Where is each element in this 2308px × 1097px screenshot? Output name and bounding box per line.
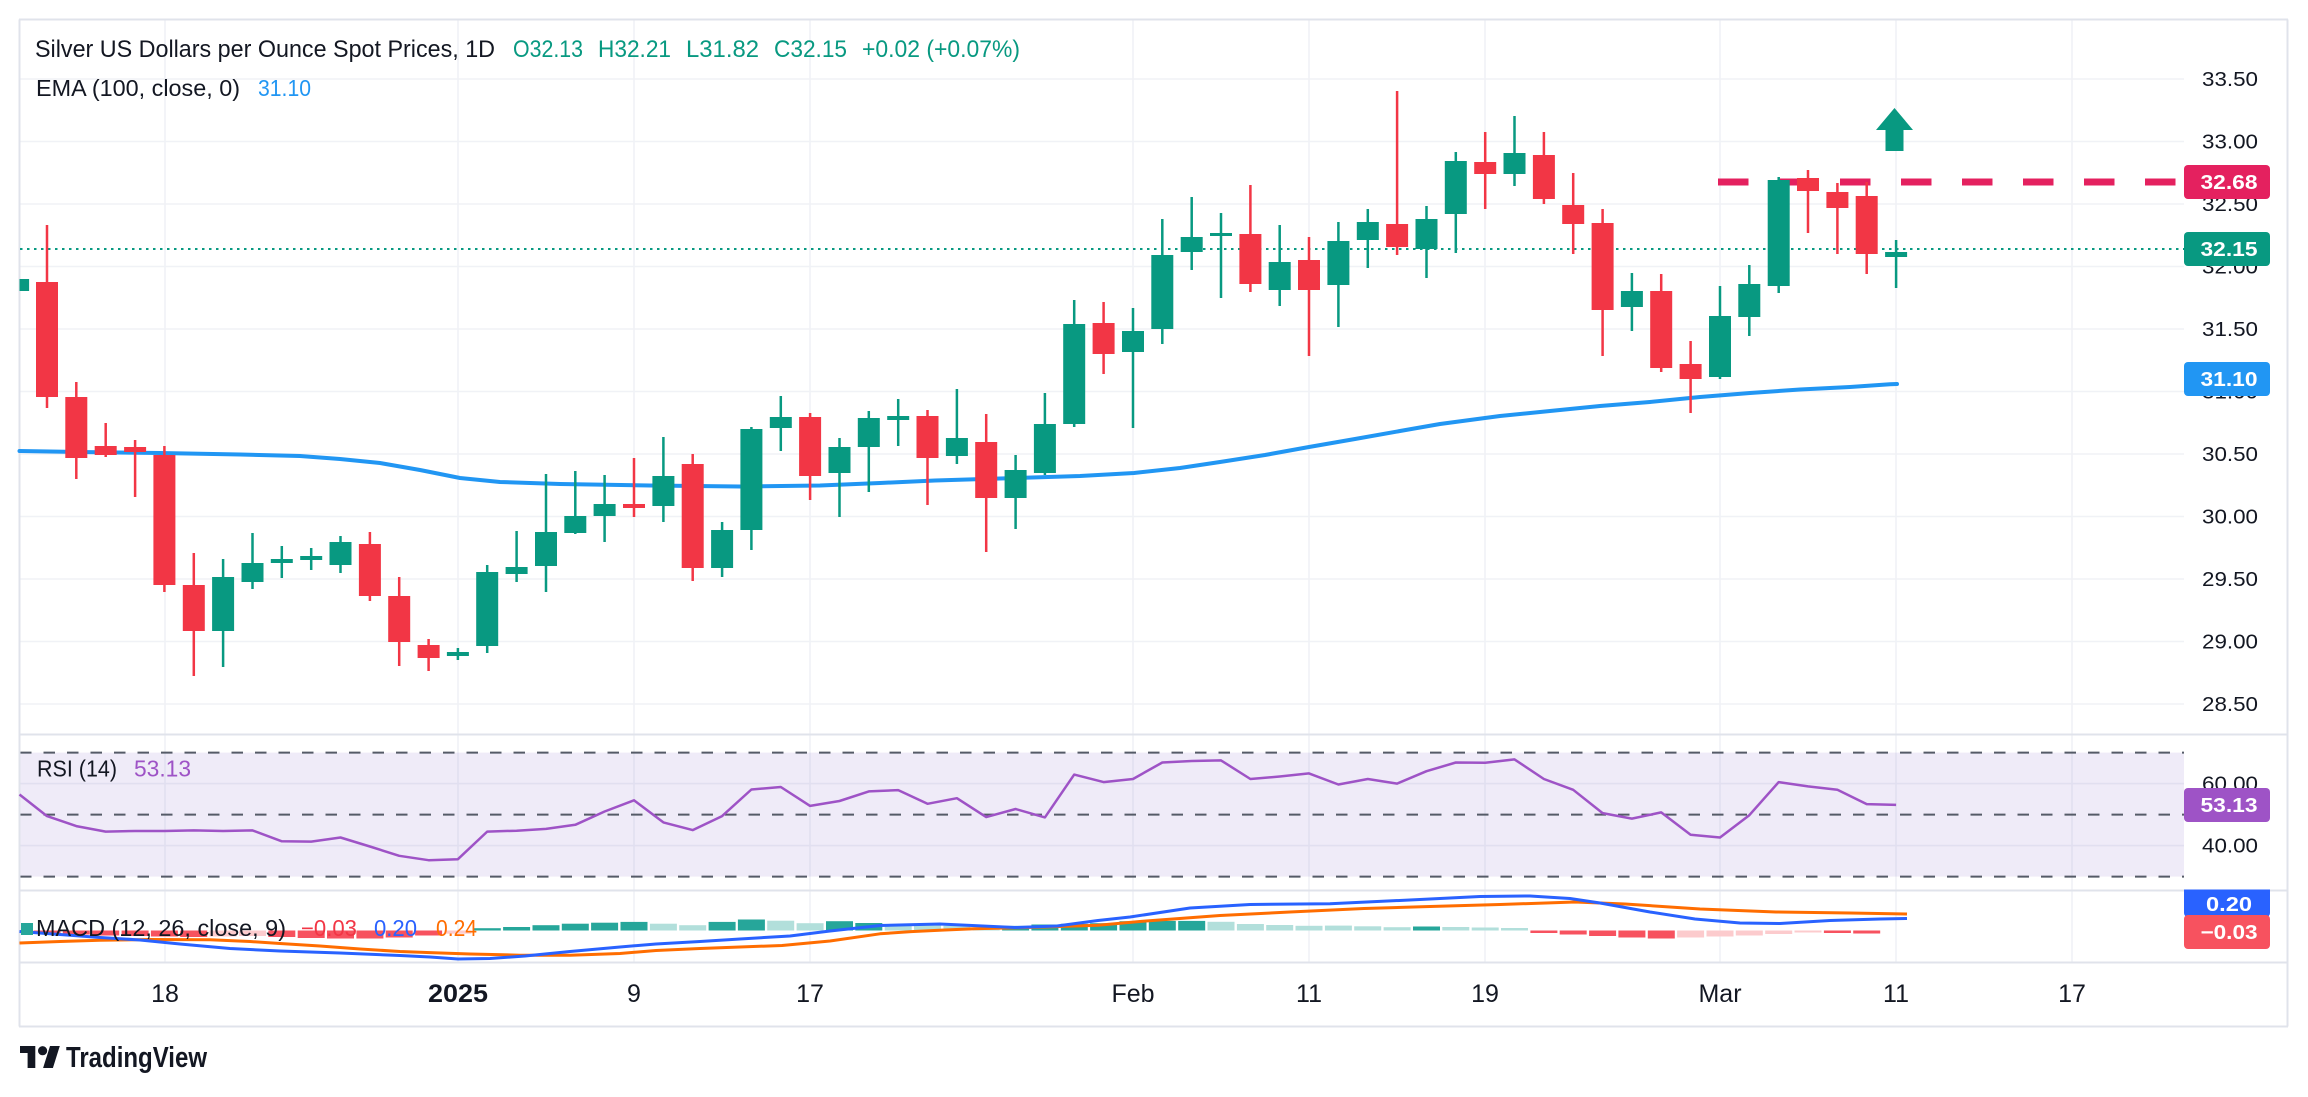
- svg-text:Mar: Mar: [1698, 980, 1741, 1008]
- svg-text:29.50: 29.50: [2202, 569, 2258, 591]
- svg-text:32.50: 32.50: [2202, 194, 2258, 216]
- svg-text:9: 9: [627, 980, 641, 1008]
- svg-text:0.20: 0.20: [374, 915, 417, 941]
- svg-text:EMA (100, close, 0): EMA (100, close, 0): [36, 75, 240, 101]
- svg-text:33.50: 33.50: [2202, 69, 2258, 91]
- svg-text:53.13: 53.13: [2201, 795, 2258, 817]
- svg-text:17: 17: [2058, 980, 2086, 1008]
- svg-text:40.00: 40.00: [2202, 836, 2258, 858]
- svg-text:−0.03: −0.03: [2201, 922, 2258, 944]
- svg-text:31.10: 31.10: [2201, 369, 2258, 391]
- svg-text:32.15: 32.15: [2201, 239, 2258, 261]
- svg-text:O32.13: O32.13: [513, 36, 583, 63]
- svg-text:18: 18: [151, 980, 179, 1008]
- svg-text:19: 19: [1471, 980, 1499, 1008]
- svg-text:TradingView: TradingView: [66, 1042, 207, 1074]
- svg-text:30.00: 30.00: [2202, 507, 2258, 529]
- svg-text:Silver US Dollars per Ounce Sp: Silver US Dollars per Ounce Spot Prices,…: [35, 36, 495, 63]
- svg-text:0.20: 0.20: [2206, 894, 2252, 916]
- svg-text:0.24: 0.24: [436, 915, 477, 941]
- svg-text:32.68: 32.68: [2201, 172, 2258, 194]
- svg-text:Feb: Feb: [1111, 980, 1154, 1008]
- svg-text:H32.21: H32.21: [598, 36, 671, 63]
- svg-text:11: 11: [1883, 980, 1909, 1008]
- svg-text:11: 11: [1296, 980, 1322, 1008]
- svg-text:30.50: 30.50: [2202, 444, 2258, 466]
- svg-text:L31.82: L31.82: [686, 36, 759, 63]
- svg-text:2025: 2025: [428, 980, 488, 1008]
- svg-text:17: 17: [796, 980, 824, 1008]
- svg-text:33.00: 33.00: [2202, 132, 2258, 154]
- svg-text:53.13: 53.13: [134, 756, 191, 782]
- svg-text:−0.03: −0.03: [301, 915, 357, 941]
- svg-text:29.00: 29.00: [2202, 632, 2258, 654]
- svg-text:28.50: 28.50: [2202, 694, 2258, 716]
- svg-text:MACD (12, 26, close, 9): MACD (12, 26, close, 9): [36, 915, 286, 941]
- svg-text:31.10: 31.10: [258, 75, 311, 101]
- svg-text:+0.02 (+0.07%): +0.02 (+0.07%): [862, 36, 1020, 63]
- svg-text:C32.15: C32.15: [774, 36, 847, 63]
- svg-text:31.50: 31.50: [2202, 319, 2258, 341]
- svg-text:RSI (14): RSI (14): [37, 756, 117, 782]
